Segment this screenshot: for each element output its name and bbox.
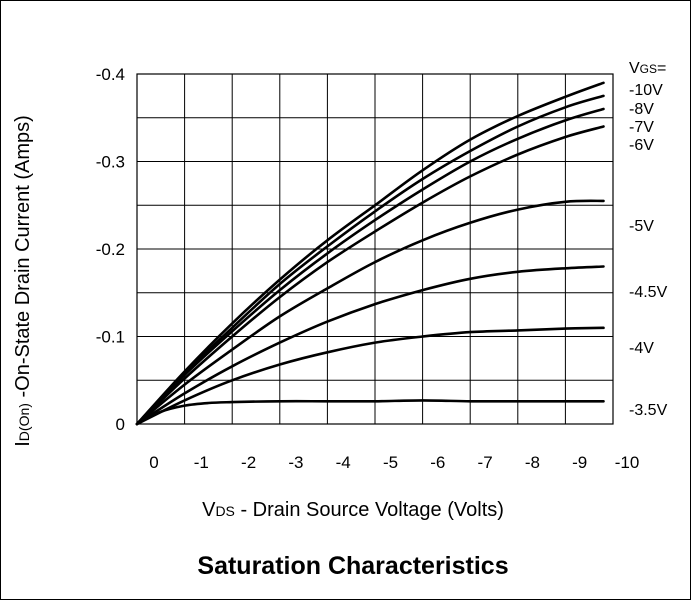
x-tick-label: -1 [194, 453, 209, 472]
y-axis-title: ID(On) -On-State Drain Current (Amps) [12, 115, 34, 447]
series-label: -10V [629, 82, 663, 99]
y-tick-label: 0 [116, 415, 125, 434]
series-line [135, 199, 605, 426]
series-label: -4V [629, 340, 654, 357]
tick-labels: 0 -1 -2 -3 -4 -5 -6 -7 -8 -9 -10 0 -0.1 -0.2 -0.3 -0.4 [96, 65, 640, 472]
series-label: -3.5V [629, 402, 668, 419]
series-line [135, 399, 605, 426]
series-line [135, 107, 605, 426]
series-lines [135, 81, 605, 426]
series-label: -5V [629, 218, 654, 235]
y-tick-label: -0.1 [96, 328, 125, 347]
series-label: -4.5V [629, 284, 668, 301]
x-tick-label: -6 [430, 453, 445, 472]
series-label: -8V [629, 101, 654, 118]
y-tick-label: -0.3 [96, 153, 125, 172]
series-line [135, 265, 605, 426]
series-label: -6V [629, 137, 654, 154]
grid [136, 73, 614, 425]
x-tick-label: -8 [525, 453, 540, 472]
chart-title: Saturation Characteristics [197, 552, 508, 580]
x-tick-label: -7 [478, 453, 493, 472]
y-tick-label: -0.4 [96, 65, 125, 84]
plot-border [136, 73, 614, 425]
x-tick-label: -4 [336, 453, 351, 472]
x-axis-title: VDS - Drain Source Voltage (Volts) [202, 499, 504, 521]
x-tick-label: -9 [572, 453, 587, 472]
series-line [135, 326, 605, 426]
x-tick-label: -2 [241, 453, 256, 472]
x-tick-label: -5 [383, 453, 398, 472]
x-tick-label: -3 [288, 453, 303, 472]
series-labels: -10V -8V-7V-6V -5V -4.5V -4V -3.5V [629, 82, 668, 419]
series-label: -7V [629, 119, 654, 136]
series-line [135, 94, 605, 426]
series-line [135, 81, 605, 426]
series-line [135, 125, 605, 426]
y-tick-label: -0.2 [96, 240, 125, 259]
x-tick-label: 0 [149, 453, 158, 472]
legend-title: VGS= [629, 60, 666, 77]
x-tick-label: -10 [615, 453, 640, 472]
